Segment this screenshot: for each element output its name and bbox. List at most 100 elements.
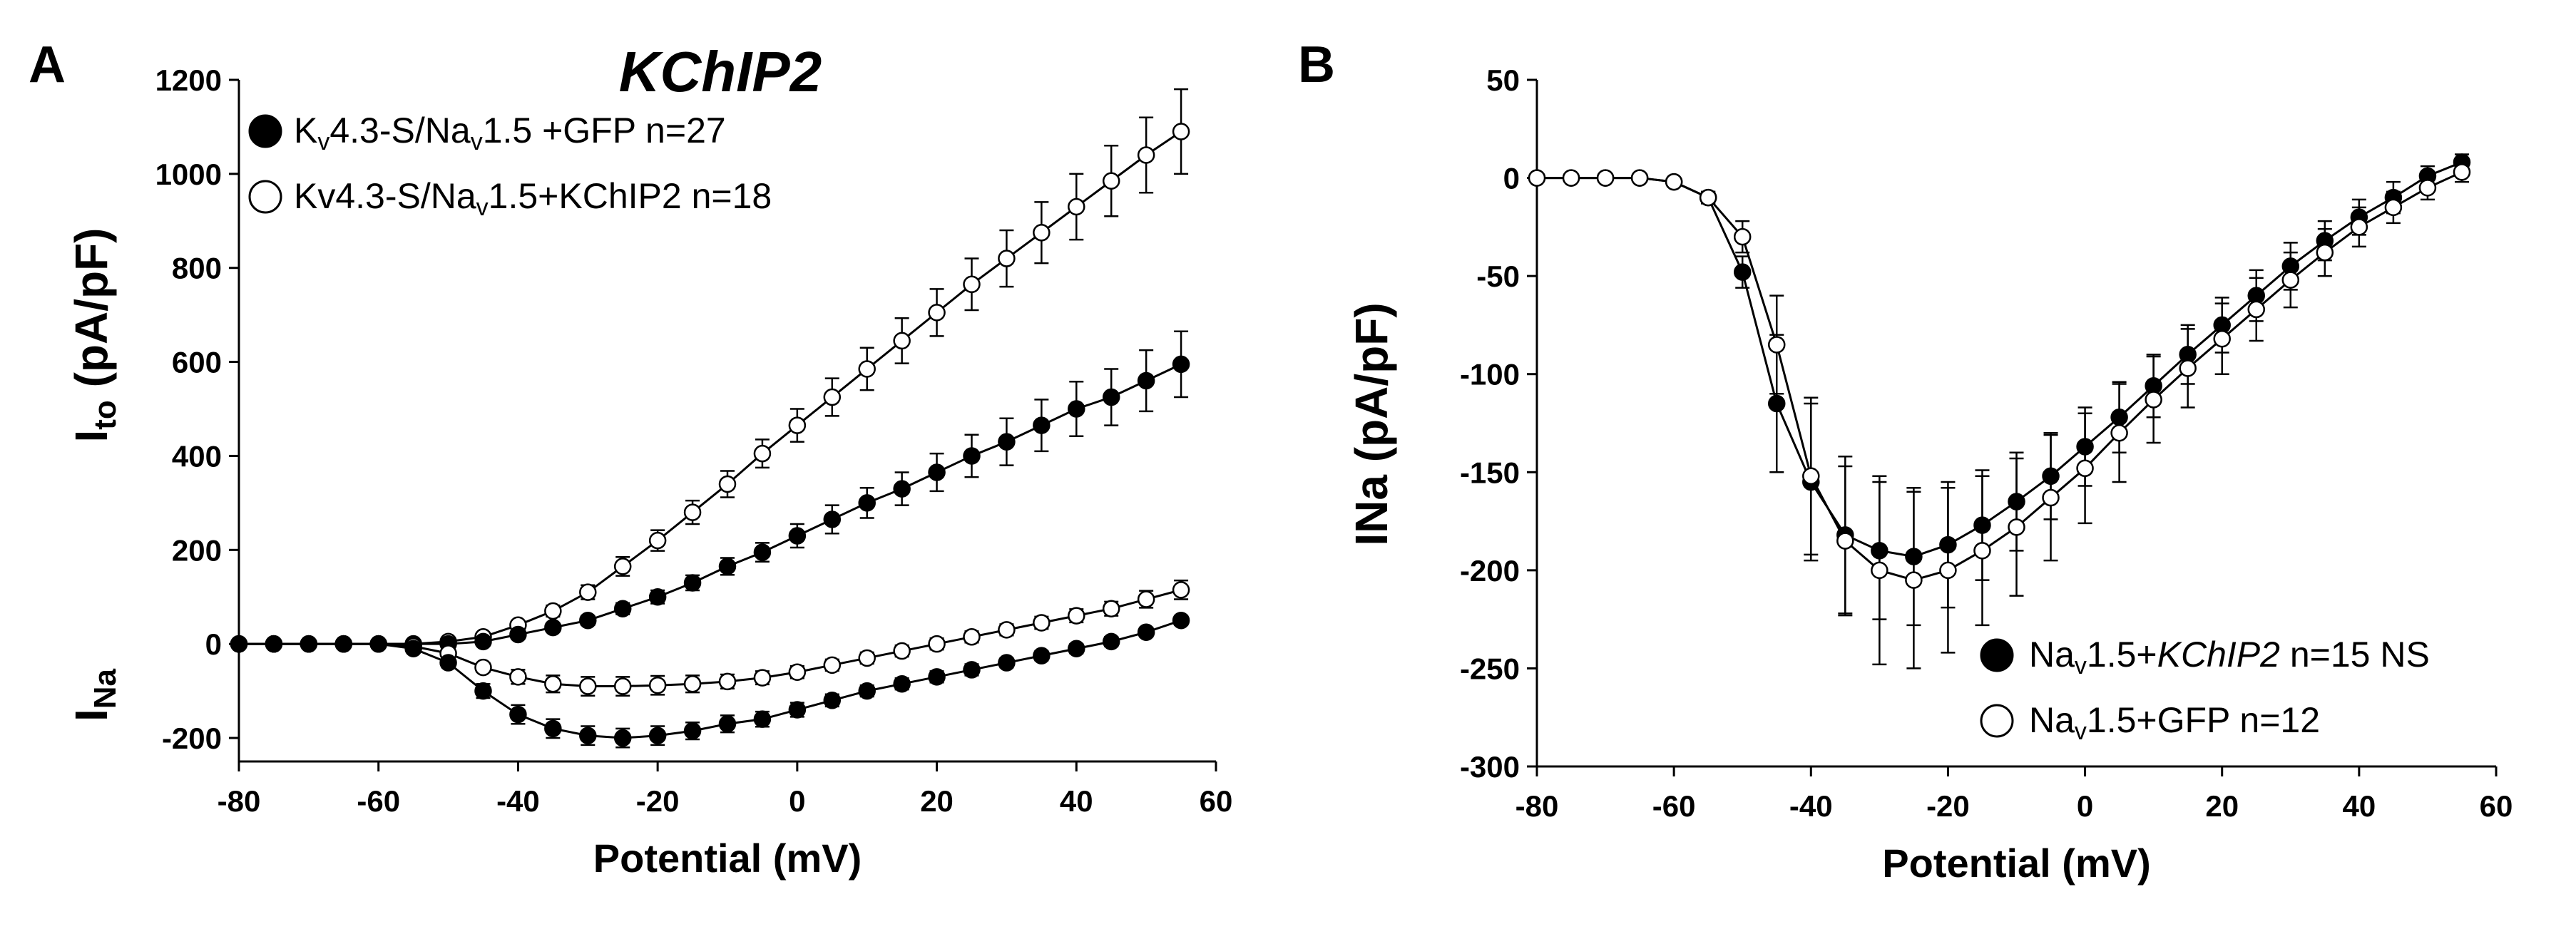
data-point	[2076, 459, 2094, 478]
data-point	[613, 677, 632, 695]
data-point	[928, 668, 946, 686]
y-tick-label: -200	[162, 722, 222, 755]
data-point	[893, 332, 911, 350]
data-point	[2213, 329, 2231, 348]
series-line	[239, 619, 1182, 739]
data-point	[1699, 188, 1717, 207]
data-point	[858, 494, 876, 512]
data-point	[2453, 163, 2471, 181]
data-point	[2247, 300, 2265, 319]
data-point	[1836, 532, 1854, 550]
series-a-ito-kchip2	[230, 88, 1190, 653]
data-point	[823, 388, 842, 406]
data-point	[718, 715, 737, 733]
data-point	[474, 682, 492, 700]
data-point	[300, 635, 318, 653]
data-point	[753, 543, 772, 561]
series-b-kchip2	[1528, 153, 2471, 627]
data-point	[439, 654, 457, 672]
data-point	[2179, 359, 2197, 377]
data-point	[509, 705, 527, 724]
y-tick-label: -100	[1460, 358, 1520, 391]
x-tick-label: 60	[2480, 789, 2513, 823]
y-axis-title-lower: INa	[66, 668, 123, 722]
data-point	[648, 676, 667, 694]
data-point	[1068, 640, 1085, 658]
data-point	[1596, 169, 1615, 187]
series-line	[239, 588, 1182, 688]
data-point	[858, 682, 876, 700]
data-point	[509, 625, 527, 644]
x-tick-label: -40	[496, 784, 540, 818]
y-tick-label: 400	[172, 439, 222, 473]
data-point	[1871, 561, 1888, 580]
x-tick-label: -60	[357, 784, 400, 818]
data-point	[474, 658, 492, 677]
y-tick-label: -150	[1460, 456, 1520, 489]
data-point	[2145, 391, 2162, 409]
data-point	[1802, 467, 1820, 486]
data-point	[1905, 571, 1923, 589]
data-point	[1939, 561, 1957, 580]
y-tick-label: 0	[205, 627, 222, 661]
y-tick-label: -250	[1460, 652, 1520, 685]
x-tick-label: 40	[1060, 784, 1093, 818]
panel-letter-a: A	[29, 36, 66, 93]
y-tick-label: 1200	[155, 63, 222, 97]
data-point	[858, 649, 876, 667]
data-point	[893, 674, 911, 693]
data-point	[1528, 169, 1546, 187]
y-tick-label: 1000	[155, 158, 222, 191]
data-point	[369, 635, 387, 653]
data-point	[2316, 243, 2334, 262]
data-point	[998, 250, 1016, 267]
y-axis-title: INa (pA/pF)	[1346, 302, 1397, 545]
data-point	[2042, 488, 2060, 507]
data-point	[1137, 146, 1155, 164]
data-point	[1172, 611, 1190, 630]
data-point	[1137, 590, 1155, 608]
data-point	[1562, 169, 1580, 187]
data-point	[579, 583, 597, 601]
legend-entry: Nav1.5+GFP n=12	[2029, 700, 2320, 745]
data-point	[928, 463, 946, 481]
data-point	[963, 661, 981, 679]
data-point	[2418, 179, 2437, 197]
data-point	[998, 621, 1016, 639]
data-point	[1733, 263, 1752, 281]
data-point	[474, 632, 492, 651]
series-a-ito-gfp	[230, 330, 1190, 653]
data-point	[753, 710, 772, 728]
data-point	[1102, 632, 1120, 651]
data-point	[1973, 542, 1991, 560]
data-point	[544, 719, 562, 738]
data-point	[2110, 424, 2128, 442]
data-point	[683, 574, 702, 592]
data-point	[1033, 647, 1051, 665]
data-point	[1102, 600, 1120, 617]
data-point	[893, 480, 911, 498]
data-point	[2384, 198, 2403, 217]
y-tick-label: 0	[1503, 162, 1520, 195]
legend-entry: Kv4.3-S/Nav1.5+KChIP2 n=18	[294, 176, 772, 221]
data-point	[788, 701, 807, 719]
y-tick-label: -300	[1460, 750, 1520, 784]
data-point	[613, 600, 632, 617]
data-point	[823, 510, 842, 528]
x-tick-label: 20	[2205, 789, 2239, 823]
x-tick-label: -20	[636, 784, 680, 818]
data-point	[1068, 607, 1085, 625]
data-point	[963, 628, 981, 646]
x-tick-label: -20	[1926, 789, 1970, 823]
y-tick-label: 800	[172, 252, 222, 285]
x-tick-label: 0	[789, 784, 805, 818]
data-point	[683, 722, 702, 740]
y-tick-label: 600	[172, 346, 222, 379]
data-point	[265, 635, 283, 653]
legend-entry: Nav1.5+KChIP2 n=15 NS	[2029, 635, 2430, 679]
data-point	[718, 475, 737, 493]
legend-entry: Kv4.3-S/Nav1.5 +GFP n=27	[294, 111, 726, 155]
panel-letter-b: B	[1298, 36, 1335, 93]
